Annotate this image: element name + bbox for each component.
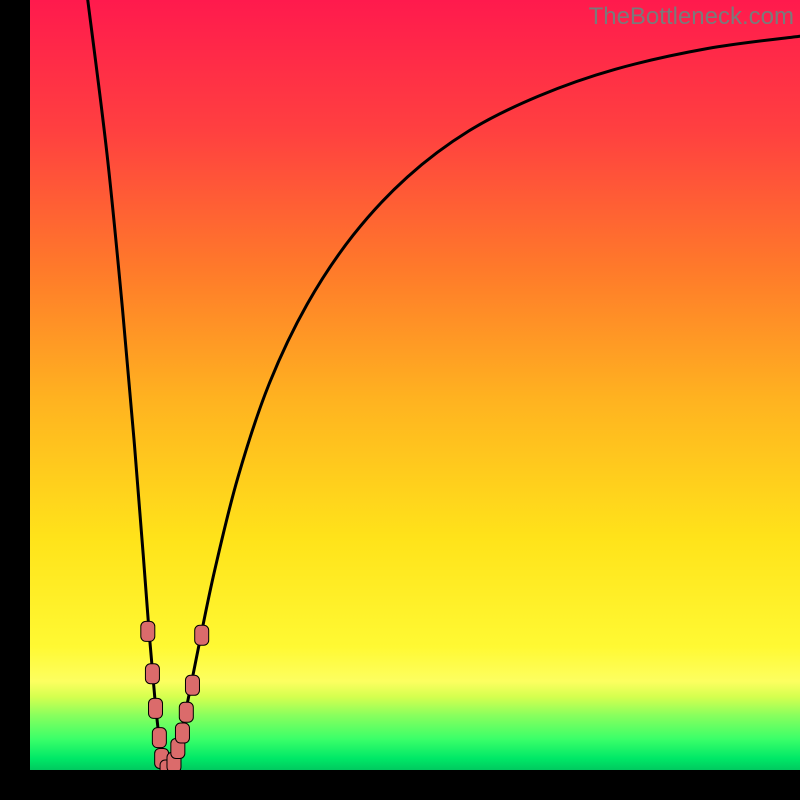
marker <box>185 675 199 695</box>
marker <box>175 723 189 743</box>
gradient-background <box>30 0 800 770</box>
marker <box>195 625 209 645</box>
marker <box>145 664 159 684</box>
watermark-label: TheBottleneck.com <box>589 3 794 31</box>
marker <box>179 702 193 722</box>
marker <box>149 698 163 718</box>
plot-svg <box>30 0 800 770</box>
marker <box>152 728 166 748</box>
marker <box>141 621 155 641</box>
plot-area <box>30 0 800 770</box>
chart-root: TheBottleneck.com <box>0 0 800 800</box>
